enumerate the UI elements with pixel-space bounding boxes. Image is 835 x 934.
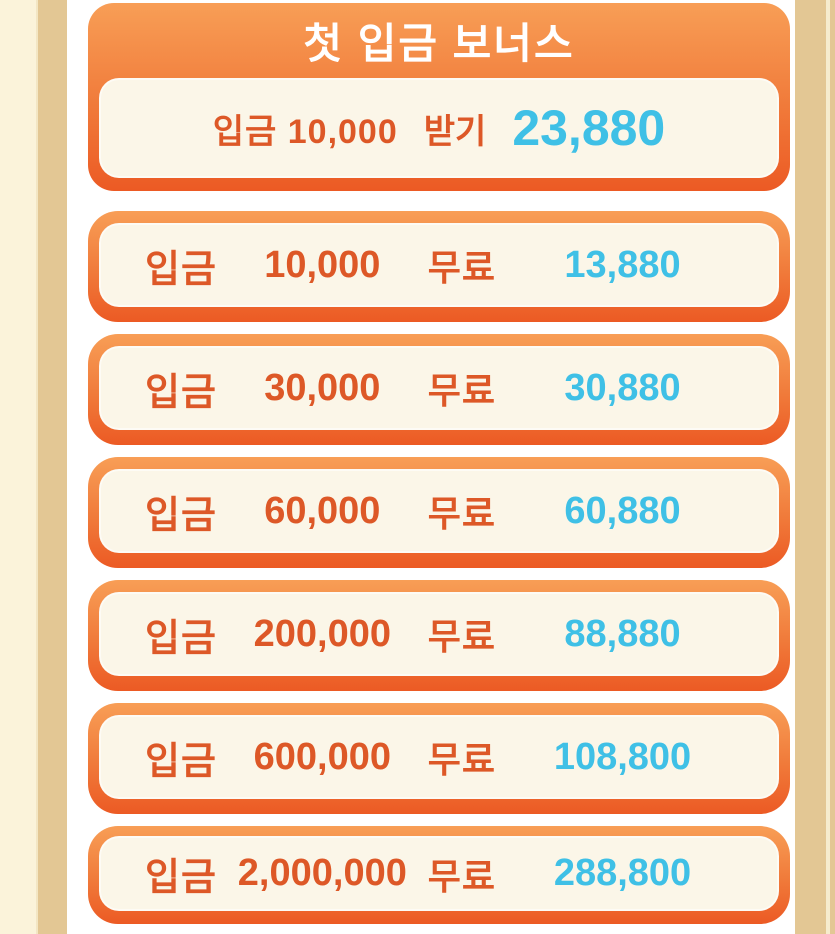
claim-bonus-button[interactable]: 입금 10,000 받기 23,880 (99, 78, 779, 178)
bonus-tier-row-inner: 입금 60,000 무료 60,880 (99, 469, 779, 553)
deposit-amount: 30,000 (264, 366, 381, 409)
bonus-tier-row[interactable]: 입금 200,000 무료 88,880 (88, 580, 790, 691)
deposit-label: 입금 (145, 248, 217, 291)
right-edge-tan-strip (795, 0, 826, 934)
deposit-label: 입금 (145, 494, 217, 537)
claim-bonus-value: 23,880 (512, 100, 666, 156)
bonus-tier-row-inner: 입금 30,000 무료 30,880 (99, 346, 779, 430)
bonus-tier-row[interactable]: 입금 600,000 무료 108,800 (88, 703, 790, 814)
free-label: 무료 (427, 247, 496, 288)
left-edge-tan-strip (36, 0, 67, 934)
deposit-label: 입금 (145, 857, 217, 899)
deposit-label: 입금 (145, 617, 217, 660)
right-edge-cream-line (826, 0, 830, 934)
free-label: 무료 (427, 739, 496, 780)
page-title: 첫 입금 보너스 (303, 20, 575, 67)
deposit-amount: 10,000 (264, 243, 381, 286)
free-label: 무료 (427, 493, 496, 534)
free-label: 무료 (427, 616, 496, 657)
bonus-tier-row-inner: 입금 200,000 무료 88,880 (99, 592, 779, 676)
bonus-amount: 288,800 (553, 852, 692, 894)
free-label: 무료 (427, 370, 496, 411)
first-deposit-bonus-card: 첫 입금 보너스 입금 10,000 받기 23,880 (88, 3, 790, 191)
bonus-tier-row[interactable]: 입금 2,000,000 무료 288,800 (88, 826, 790, 924)
left-edge-cream-strip (0, 0, 36, 934)
bonus-tier-row[interactable]: 입금 10,000 무료 13,880 (88, 211, 790, 322)
deposit-label: 입금 (145, 371, 217, 414)
claim-action-label: 받기 (423, 112, 487, 151)
bonus-tier-row[interactable]: 입금 30,000 무료 30,880 (88, 334, 790, 445)
right-edge-tan-strip-outer (830, 0, 835, 934)
bonus-amount: 88,880 (564, 612, 681, 655)
bonus-tier-row-inner: 입금 600,000 무료 108,800 (99, 715, 779, 799)
free-label: 무료 (427, 855, 496, 897)
deposit-amount: 600,000 (253, 735, 392, 778)
bonus-tier-row[interactable]: 입금 60,000 무료 60,880 (88, 457, 790, 568)
bonus-list: 첫 입금 보너스 입금 10,000 받기 23,880 입금 10,000 무… (88, 0, 790, 924)
claim-deposit-text: 입금 10,000 (212, 112, 398, 151)
deposit-label: 입금 (145, 740, 217, 783)
deposit-amount: 60,000 (264, 489, 381, 532)
bonus-tier-row-inner: 입금 2,000,000 무료 288,800 (99, 836, 779, 911)
bonus-tier-row-inner: 입금 10,000 무료 13,880 (99, 223, 779, 307)
bonus-amount: 108,800 (553, 735, 692, 778)
deposit-amount: 200,000 (253, 612, 392, 655)
bonus-amount: 13,880 (564, 243, 681, 286)
bonus-amount: 30,880 (564, 366, 681, 409)
deposit-amount: 2,000,000 (237, 852, 407, 894)
bonus-amount: 60,880 (564, 489, 681, 532)
